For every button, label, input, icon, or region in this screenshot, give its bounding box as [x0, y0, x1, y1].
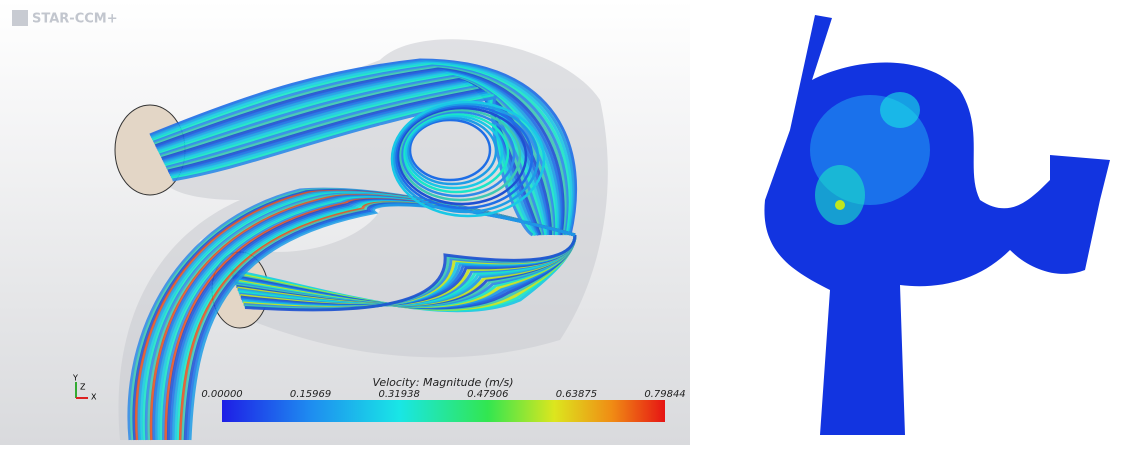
vortex-loop: [404, 114, 504, 190]
streamline: [154, 67, 565, 236]
vortex-loop: [390, 100, 546, 218]
vortex-loop: [402, 112, 510, 194]
colorbar: [222, 400, 665, 422]
vortex-loop: [396, 106, 528, 206]
streamline: [244, 234, 577, 312]
colorbar-tick-label: 0.15969: [290, 389, 331, 400]
streamline: [157, 71, 559, 236]
colorbar-title: Velocity: Magnitude (m/s): [372, 376, 513, 389]
logo: STAR-CCM+: [32, 12, 118, 27]
vortex-loop: [394, 104, 534, 210]
colorbar-tick-label: 0.47906: [467, 389, 508, 400]
colorbar-tick-label: 0.63875: [556, 389, 597, 400]
pressure-patch: [880, 92, 920, 128]
streamline: [156, 70, 561, 236]
streamline: [167, 88, 542, 236]
pressure-patch: [815, 165, 865, 225]
streamline: [155, 68, 563, 236]
colorbar-ticks: 0.00000 0.15969 0.31938 0.47906 0.63875 0.798…: [201, 389, 685, 400]
streamline: [152, 62, 571, 236]
streamline: [165, 85, 545, 236]
logo-icon: [12, 10, 28, 26]
colorbar-tick-label: 0.31938: [379, 389, 420, 400]
streamline: [188, 203, 576, 441]
colorbar-tick-label: 0.00000: [201, 389, 242, 400]
streamline: [159, 74, 556, 236]
streamline: [158, 73, 558, 236]
vortex-loop: [398, 108, 522, 202]
streamline: [149, 58, 578, 236]
streamline: [153, 64, 569, 236]
colorbar-tick-label: 0.79844: [644, 389, 685, 400]
streamline: [151, 61, 573, 236]
vortex-loop: [392, 102, 540, 214]
triad-label: Z: [80, 383, 86, 392]
streamlines: [127, 58, 578, 441]
aneurysm-model: [764, 15, 1110, 435]
triad-label: Y: [72, 374, 78, 383]
pressure-patch: [835, 200, 845, 210]
triad-label: X: [91, 393, 97, 402]
streamline: [153, 65, 567, 236]
vortex-loop: [400, 110, 516, 198]
streamline: [163, 80, 549, 236]
streamline: [150, 59, 575, 236]
streamline: [162, 79, 551, 236]
streamline: [166, 86, 543, 236]
vortex-loop: [406, 116, 498, 186]
vortex-loop: [408, 118, 492, 182]
